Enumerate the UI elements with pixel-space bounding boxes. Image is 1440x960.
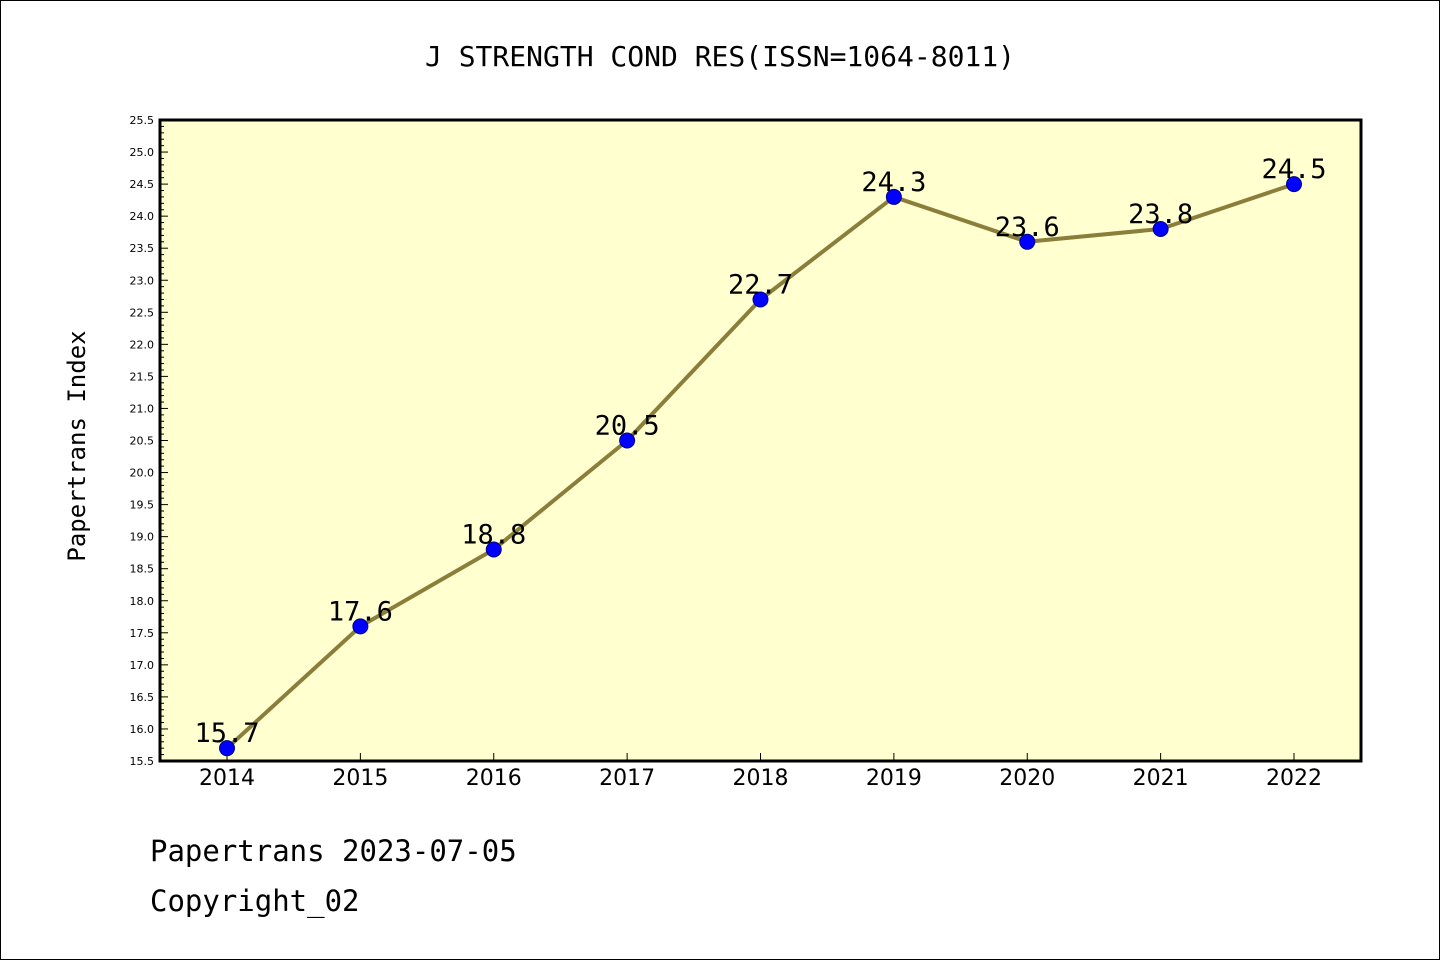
footer-date: Papertrans 2023-07-05 bbox=[150, 834, 517, 868]
x-tick-label: 2017 bbox=[599, 766, 655, 791]
data-point bbox=[619, 432, 636, 449]
y-tick-label: 17.5 bbox=[130, 627, 155, 640]
y-tick-label: 17.0 bbox=[130, 659, 155, 672]
y-tick-label: 15.5 bbox=[130, 755, 155, 768]
y-tick-label: 20.0 bbox=[130, 467, 155, 480]
y-tick-label: 25.5 bbox=[130, 114, 155, 127]
footer-copyright: Copyright_02 bbox=[150, 884, 360, 918]
data-label: 23.8 bbox=[1128, 199, 1193, 230]
x-tick-label: 2015 bbox=[332, 766, 388, 791]
x-tick-label: 2014 bbox=[199, 766, 255, 791]
x-tick-label: 2021 bbox=[1133, 766, 1189, 791]
y-tick-label: 25.0 bbox=[130, 146, 155, 159]
y-tick-label: 22.5 bbox=[130, 306, 155, 319]
y-tick-label: 19.0 bbox=[130, 531, 155, 544]
x-tick-label: 2019 bbox=[866, 766, 922, 791]
y-tick-label: 16.0 bbox=[130, 723, 155, 736]
data-point bbox=[885, 188, 902, 205]
x-tick-label: 2018 bbox=[733, 766, 789, 791]
x-tick-label: 2016 bbox=[466, 766, 522, 791]
data-point bbox=[485, 541, 502, 558]
data-point bbox=[219, 740, 235, 757]
y-axis-ticks: 15.5 16.0 16.5 17.0 17.5 18.0 18.5 19.0 19.5 20.0… bbox=[130, 114, 168, 768]
data-point bbox=[352, 618, 369, 635]
y-axis-label: Papertrans Index bbox=[63, 330, 91, 561]
y-tick-label: 19.5 bbox=[130, 499, 155, 512]
y-tick-label: 16.5 bbox=[130, 691, 155, 704]
data-points bbox=[219, 176, 1302, 757]
y-tick-label: 23.5 bbox=[130, 242, 155, 255]
y-tick-label: 20.5 bbox=[130, 435, 155, 448]
data-label: 24.3 bbox=[861, 167, 926, 198]
x-axis-ticks: 2014 2015 2016 2017 2018 2019 2020 2021 2022 bbox=[199, 753, 1322, 791]
data-point bbox=[1019, 233, 1036, 250]
y-tick-label: 21.5 bbox=[130, 370, 155, 383]
y-tick-label: 23.0 bbox=[130, 274, 155, 287]
data-label: 23.6 bbox=[995, 212, 1060, 243]
data-label: 18.8 bbox=[461, 519, 526, 550]
y-tick-label: 24.0 bbox=[130, 210, 155, 223]
data-point bbox=[1152, 220, 1169, 237]
chart-title: J STRENGTH COND RES(ISSN=1064-8011) bbox=[425, 40, 1015, 73]
y-tick-label: 24.5 bbox=[130, 178, 155, 191]
data-point bbox=[1286, 176, 1302, 193]
y-tick-label: 22.0 bbox=[130, 338, 155, 351]
x-tick-label: 2020 bbox=[999, 766, 1055, 791]
data-label: 22.7 bbox=[728, 269, 793, 300]
data-label: 15.7 bbox=[194, 718, 259, 749]
data-point bbox=[752, 291, 769, 308]
data-label: 17.6 bbox=[328, 596, 393, 627]
y-tick-label: 21.0 bbox=[130, 402, 155, 415]
plot-border bbox=[158, 118, 1363, 763]
data-label: 24.5 bbox=[1261, 154, 1326, 185]
x-tick-label: 2022 bbox=[1266, 766, 1322, 791]
y-tick-label: 18.0 bbox=[130, 595, 155, 608]
data-labels: 15.7 17.6 18.8 20.5 22.7 24.3 23.6 23.8 24.5 bbox=[194, 154, 1326, 749]
y-tick-label: 18.5 bbox=[130, 563, 155, 576]
data-label: 20.5 bbox=[595, 411, 660, 442]
